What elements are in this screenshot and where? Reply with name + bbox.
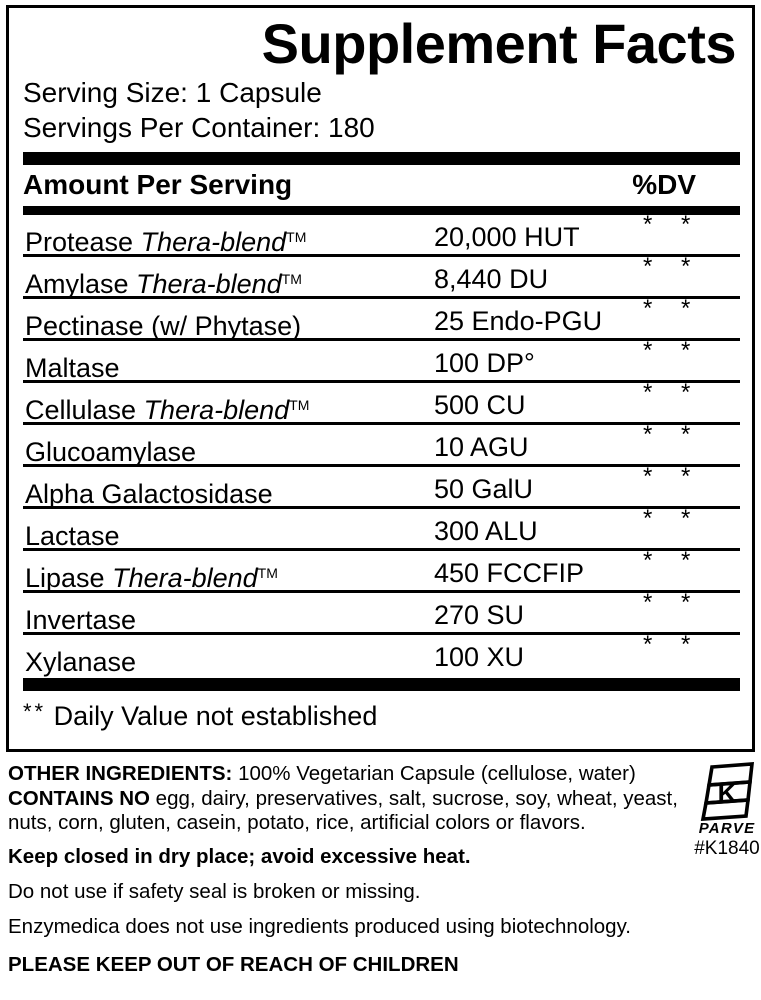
ingredient-name: Alpha Galactosidase xyxy=(25,479,273,509)
ingredient-amount: 20,000 HUT xyxy=(434,222,580,252)
row-divider xyxy=(23,422,740,425)
table-row: Cellulase Thera-blendTM 500 CU * * xyxy=(23,379,740,426)
table-row: Lactase 300 ALU * * xyxy=(23,505,740,552)
ingredient-amount: 100 XU xyxy=(434,642,525,672)
ingredient-name: Protease Thera-blendTM xyxy=(25,227,307,257)
other-ingredients-text: 100% Vegetarian Capsule (cellulose, wate… xyxy=(232,762,636,785)
thera-blend-mark: Thera-blend xyxy=(140,227,287,257)
ingredient-name: Cellulase Thera-blendTM xyxy=(25,395,310,425)
safety-seal-notice: Do not use if safety seal is broken or m… xyxy=(8,880,421,903)
ingredient-amount: 300 ALU xyxy=(434,516,538,546)
amount-per-serving-header: Amount Per Serving xyxy=(23,169,293,200)
trademark-icon: TM xyxy=(257,565,278,581)
table-row: Lipase Thera-blendTM 450 FCCFIP * * xyxy=(23,547,740,594)
footer-text-block: OTHER INGREDIENTS: 100% Vegetarian Capsu… xyxy=(8,762,680,978)
ingredient-name: Glucoamylase xyxy=(25,437,197,467)
ingredient-name: Xylanase xyxy=(25,647,137,677)
servings-per-container: Servings Per Container: 180 xyxy=(23,112,375,143)
trademark-icon: TM xyxy=(286,229,307,245)
ingredient-dv: * * xyxy=(643,421,702,448)
storage-instruction: Keep closed in dry place; avoid excessiv… xyxy=(8,844,471,868)
ingredient-dv: * * xyxy=(643,211,702,238)
ingredient-amount: 10 AGU xyxy=(434,432,529,462)
ingredient-amount: 270 SU xyxy=(434,600,525,630)
table-row: Alpha Galactosidase 50 GalU * * xyxy=(23,463,740,510)
table-row: Amylase Thera-blendTM 8,440 DU * * xyxy=(23,253,740,300)
biotechnology-notice: Enzymedica does not use ingredients prod… xyxy=(8,914,631,938)
thera-blend-mark: Thera-blend xyxy=(112,563,258,593)
ingredient-dv: * * xyxy=(643,631,702,658)
ingredient-name: Invertase xyxy=(25,605,137,635)
row-divider xyxy=(23,380,740,383)
row-divider xyxy=(23,464,740,467)
table-row: Xylanase 100 XU * * xyxy=(23,631,740,678)
row-divider xyxy=(23,296,740,299)
serving-size: Serving Size: 1 Capsule xyxy=(23,77,322,108)
keep-out-of-reach-warning: PLEASE KEEP OUT OF REACH OF CHILDREN xyxy=(8,953,459,976)
thera-blend-mark: Thera-blend xyxy=(143,395,290,425)
ingredient-dv: * * xyxy=(643,295,702,322)
table-row: Protease Thera-blendTM 20,000 HUT * * xyxy=(23,211,740,258)
ingredient-dv: * * xyxy=(643,253,702,280)
table-row: Invertase 270 SU * * xyxy=(23,589,740,636)
ingredient-amount: 100 DP° xyxy=(434,348,535,378)
ingredient-dv: * * xyxy=(643,547,702,574)
footnote-stars: ** xyxy=(23,699,47,724)
ingredient-name: Pectinase (w/ Phytase) xyxy=(25,311,302,341)
ingredient-dv: * * xyxy=(643,589,702,616)
table-row: Pectinase (w/ Phytase) 25 Endo-PGU * * xyxy=(23,295,740,342)
thera-blend-mark: Thera-blend xyxy=(136,269,282,299)
kosher-letter: K xyxy=(718,778,737,808)
footnote-text: Daily Value not established xyxy=(53,701,378,731)
daily-value-footnote: ** Daily Value not established xyxy=(23,691,740,732)
star-k-kosher-icon: K xyxy=(700,762,755,821)
panel-title: Supplement Facts xyxy=(261,12,737,75)
kosher-certification-mark: K PARVE #K1840 xyxy=(693,760,761,860)
ingredient-amount: 450 FCCFIP xyxy=(434,558,585,588)
table-header-row: Amount Per Serving %DV xyxy=(23,165,740,206)
percent-dv-header: %DV xyxy=(632,169,696,200)
contains-no-label: CONTAINS NO xyxy=(8,786,150,810)
ingredient-name: Amylase Thera-blendTM xyxy=(25,269,302,299)
ingredient-dv: * * xyxy=(643,337,702,364)
supplement-facts-panel: Supplement Facts Serving Size: 1 Capsule… xyxy=(6,5,755,752)
row-divider xyxy=(23,590,740,593)
ingredient-amount: 25 Endo-PGU xyxy=(434,306,603,336)
kosher-code: #K1840 xyxy=(694,838,760,859)
table-row: Glucoamylase 10 AGU * * xyxy=(23,421,740,468)
trademark-icon: TM xyxy=(281,271,302,287)
row-divider xyxy=(23,254,740,257)
ingredient-name: Lipase Thera-blendTM xyxy=(25,563,278,593)
ingredient-dv: * * xyxy=(643,463,702,490)
trademark-icon: TM xyxy=(289,397,310,413)
row-divider xyxy=(23,506,740,509)
other-ingredients-label: OTHER INGREDIENTS: xyxy=(8,762,233,785)
table-row: Maltase 100 DP° * * xyxy=(23,337,740,384)
row-divider xyxy=(23,548,740,551)
ingredient-name: Lactase xyxy=(25,521,120,551)
contains-no-text: egg, dairy, preservatives, salt, sucrose… xyxy=(8,786,678,835)
divider-under-header xyxy=(23,206,740,215)
ingredient-dv: * * xyxy=(643,505,702,532)
ingredient-amount: 50 GalU xyxy=(434,474,534,504)
ingredient-name: Maltase xyxy=(25,353,120,383)
divider-thick-top xyxy=(23,152,740,165)
row-divider xyxy=(23,632,740,635)
ingredient-amount: 8,440 DU xyxy=(434,264,549,294)
divider-thick-bottom xyxy=(23,678,740,691)
ingredient-amount: 500 CU xyxy=(434,390,526,420)
kosher-parve-label: PARVE xyxy=(698,820,756,837)
row-divider xyxy=(23,338,740,341)
other-ingredients-paragraph: OTHER INGREDIENTS: 100% Vegetarian Capsu… xyxy=(8,762,680,836)
ingredient-dv: * * xyxy=(643,379,702,406)
